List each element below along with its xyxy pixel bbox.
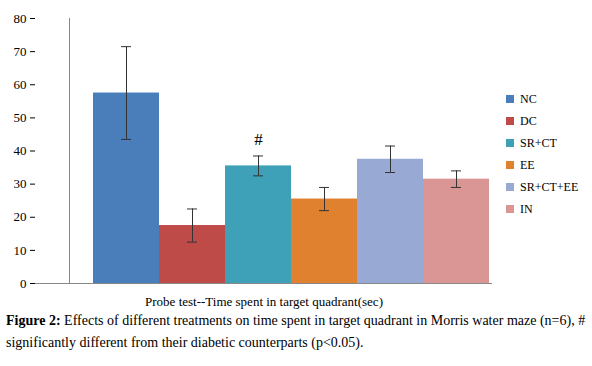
html-text:SR+CT+EE: SR+CT+EE	[520, 179, 579, 194]
html-text:IN: IN	[520, 201, 533, 216]
svg-text:10: 10	[14, 243, 27, 258]
html-text:DC: DC	[520, 113, 537, 128]
html-text:NC: NC	[520, 91, 537, 106]
svg-text:Probe test--Time spent in targ: Probe test--Time spent in target quadran…	[145, 294, 383, 309]
svg-text:70: 70	[14, 44, 27, 59]
svg-text:#: #	[254, 130, 263, 149]
svg-text:80: 80	[14, 11, 27, 26]
html-text:SR+CT: SR+CT	[520, 135, 557, 150]
svg-text:40: 40	[14, 143, 27, 158]
html-text:EE: EE	[520, 157, 535, 172]
svg-text:0: 0	[20, 276, 27, 291]
html-text:Figure 2: Effects of different: Figure 2: Effects of different treatment…	[6, 313, 586, 350]
svg-text:20: 20	[14, 209, 27, 224]
svg-text:30: 30	[14, 176, 27, 191]
svg-text:60: 60	[14, 77, 27, 92]
svg-text:50: 50	[14, 110, 27, 125]
